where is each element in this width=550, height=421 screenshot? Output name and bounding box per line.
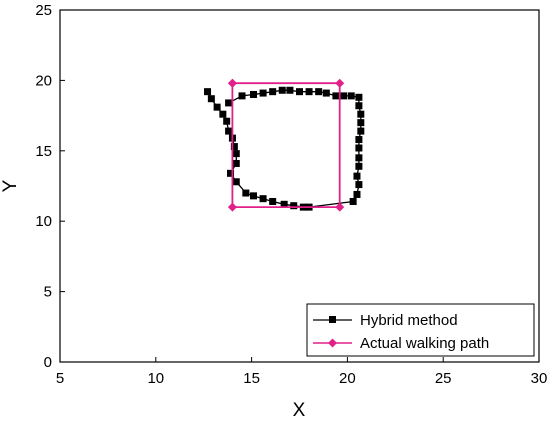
- x-tick-label: 10: [147, 370, 164, 387]
- data-point-hybrid: [219, 110, 227, 118]
- data-point-hybrid: [238, 92, 246, 100]
- y-tick-label: 15: [35, 143, 52, 160]
- data-point-hybrid: [280, 200, 288, 208]
- data-point-hybrid: [349, 197, 357, 205]
- data-point-hybrid: [347, 92, 355, 100]
- y-tick-label: 20: [35, 72, 52, 89]
- data-point-hybrid: [355, 154, 363, 162]
- data-point-actual: [227, 78, 237, 88]
- data-point-hybrid: [232, 159, 240, 167]
- data-point-hybrid: [355, 102, 363, 110]
- data-point-hybrid: [355, 181, 363, 189]
- data-point-hybrid: [332, 92, 340, 100]
- data-point-hybrid: [355, 93, 363, 101]
- data-point-hybrid: [340, 92, 348, 100]
- legend-marker-hybrid: [329, 316, 336, 323]
- data-point-actual: [335, 78, 345, 88]
- data-point-hybrid: [250, 192, 258, 200]
- y-tick-label: 25: [35, 2, 52, 19]
- legend-box: [306, 303, 535, 357]
- data-point-hybrid: [353, 172, 361, 180]
- data-point-hybrid: [353, 190, 361, 198]
- y-tick-label: 10: [35, 213, 52, 230]
- data-point-hybrid: [357, 110, 365, 118]
- legend-label-actual: Actual walking path: [360, 335, 489, 352]
- data-point-hybrid: [242, 189, 250, 197]
- data-point-hybrid: [207, 95, 215, 103]
- data-point-hybrid: [286, 86, 294, 94]
- data-point-hybrid: [225, 127, 233, 135]
- data-point-hybrid: [225, 99, 233, 107]
- legend-label-hybrid: Hybrid method: [360, 312, 458, 329]
- data-point-hybrid: [322, 89, 330, 97]
- data-point-hybrid: [213, 103, 221, 111]
- data-point-hybrid: [278, 86, 286, 94]
- plot-area: [59, 9, 540, 363]
- data-point-hybrid: [227, 169, 235, 177]
- series-layer: [204, 78, 365, 212]
- data-point-hybrid: [357, 127, 365, 135]
- data-point-actual: [335, 202, 345, 212]
- data-point-hybrid: [305, 88, 313, 96]
- legend-marker-actual: [328, 338, 337, 348]
- data-point-hybrid: [259, 195, 267, 203]
- data-point-hybrid: [232, 150, 240, 158]
- data-point-actual: [227, 202, 237, 212]
- data-point-hybrid: [315, 88, 323, 96]
- data-point-hybrid: [269, 88, 277, 96]
- data-point-hybrid: [355, 136, 363, 144]
- x-tick-label: 30: [531, 370, 548, 387]
- data-point-hybrid: [232, 178, 240, 186]
- data-point-hybrid: [296, 88, 303, 96]
- data-point-hybrid: [204, 88, 212, 96]
- data-point-hybrid: [230, 143, 238, 151]
- data-point-hybrid: [355, 144, 363, 152]
- data-point-hybrid: [250, 90, 258, 98]
- data-point-hybrid: [290, 202, 298, 210]
- y-axis-label: Y: [0, 179, 21, 192]
- x-tick-label: 25: [435, 370, 452, 387]
- y-tick-label: 5: [44, 284, 52, 301]
- x-axis-label: X: [293, 400, 306, 421]
- data-point-hybrid: [357, 119, 365, 127]
- data-point-hybrid: [269, 197, 277, 205]
- data-point-hybrid: [355, 162, 363, 170]
- y-tick-label: 0: [44, 354, 52, 371]
- x-tick-label: 5: [56, 370, 64, 387]
- x-tick-label: 15: [243, 370, 260, 387]
- x-tick-label: 20: [339, 370, 356, 387]
- legend: Hybrid method Actual walking path: [306, 303, 535, 357]
- data-point-hybrid: [259, 89, 267, 97]
- data-point-hybrid: [223, 117, 231, 125]
